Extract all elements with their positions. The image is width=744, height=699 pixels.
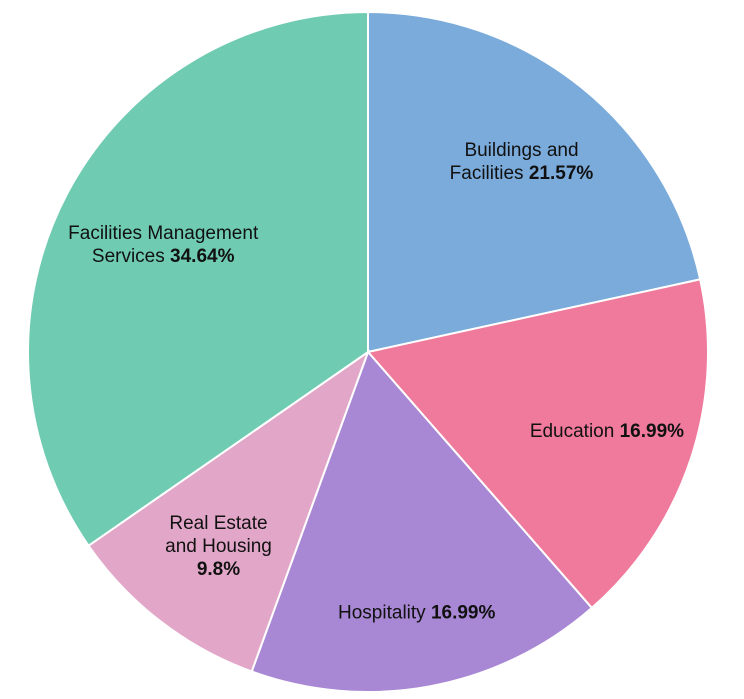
pie-percent-label: 16.99% [620,421,685,442]
pie-label-line: Services [92,246,170,267]
pie-label-line: Buildings and [464,140,578,161]
pie-label-buildings-and-facilities: Buildings and Facilities 21.57% [450,140,594,184]
pie-label-education: Education 16.99% [530,421,684,442]
pie-slice-real-estate-and-housing [87,349,371,673]
pie-label-facilities-management-services: Facilities Management Services 34.64% [68,223,259,267]
pie-slice-education [366,278,709,610]
pie-label-real-estate-and-housing: Real Estate and Housing 9.8% [165,513,272,580]
pie-label-line: Facilities [450,163,529,184]
pie-label-line: Education [530,421,620,442]
pie-label-line: and Housing [165,536,272,557]
pie-slices [27,10,709,693]
pie-percent-label: 16.99% [431,603,496,624]
pie-slice-hospitality [250,350,594,693]
pie-labels: Buildings and Facilities 21.57% Education … [68,140,684,624]
pie-percent-label: 34.64% [170,246,235,267]
pie-slice-buildings-and-facilities [367,10,702,354]
pie-percent-label: 9.8% [197,559,240,580]
pie-label-line: Facilities Management [68,223,259,244]
pie-label-line: Hospitality [338,603,431,624]
pie-label-hospitality: Hospitality 16.99% [338,603,495,624]
pie-label-line: Real Estate [169,513,267,534]
pie-slice-facilities-management-services [27,10,369,548]
pie-percent-label: 21.57% [529,163,594,184]
